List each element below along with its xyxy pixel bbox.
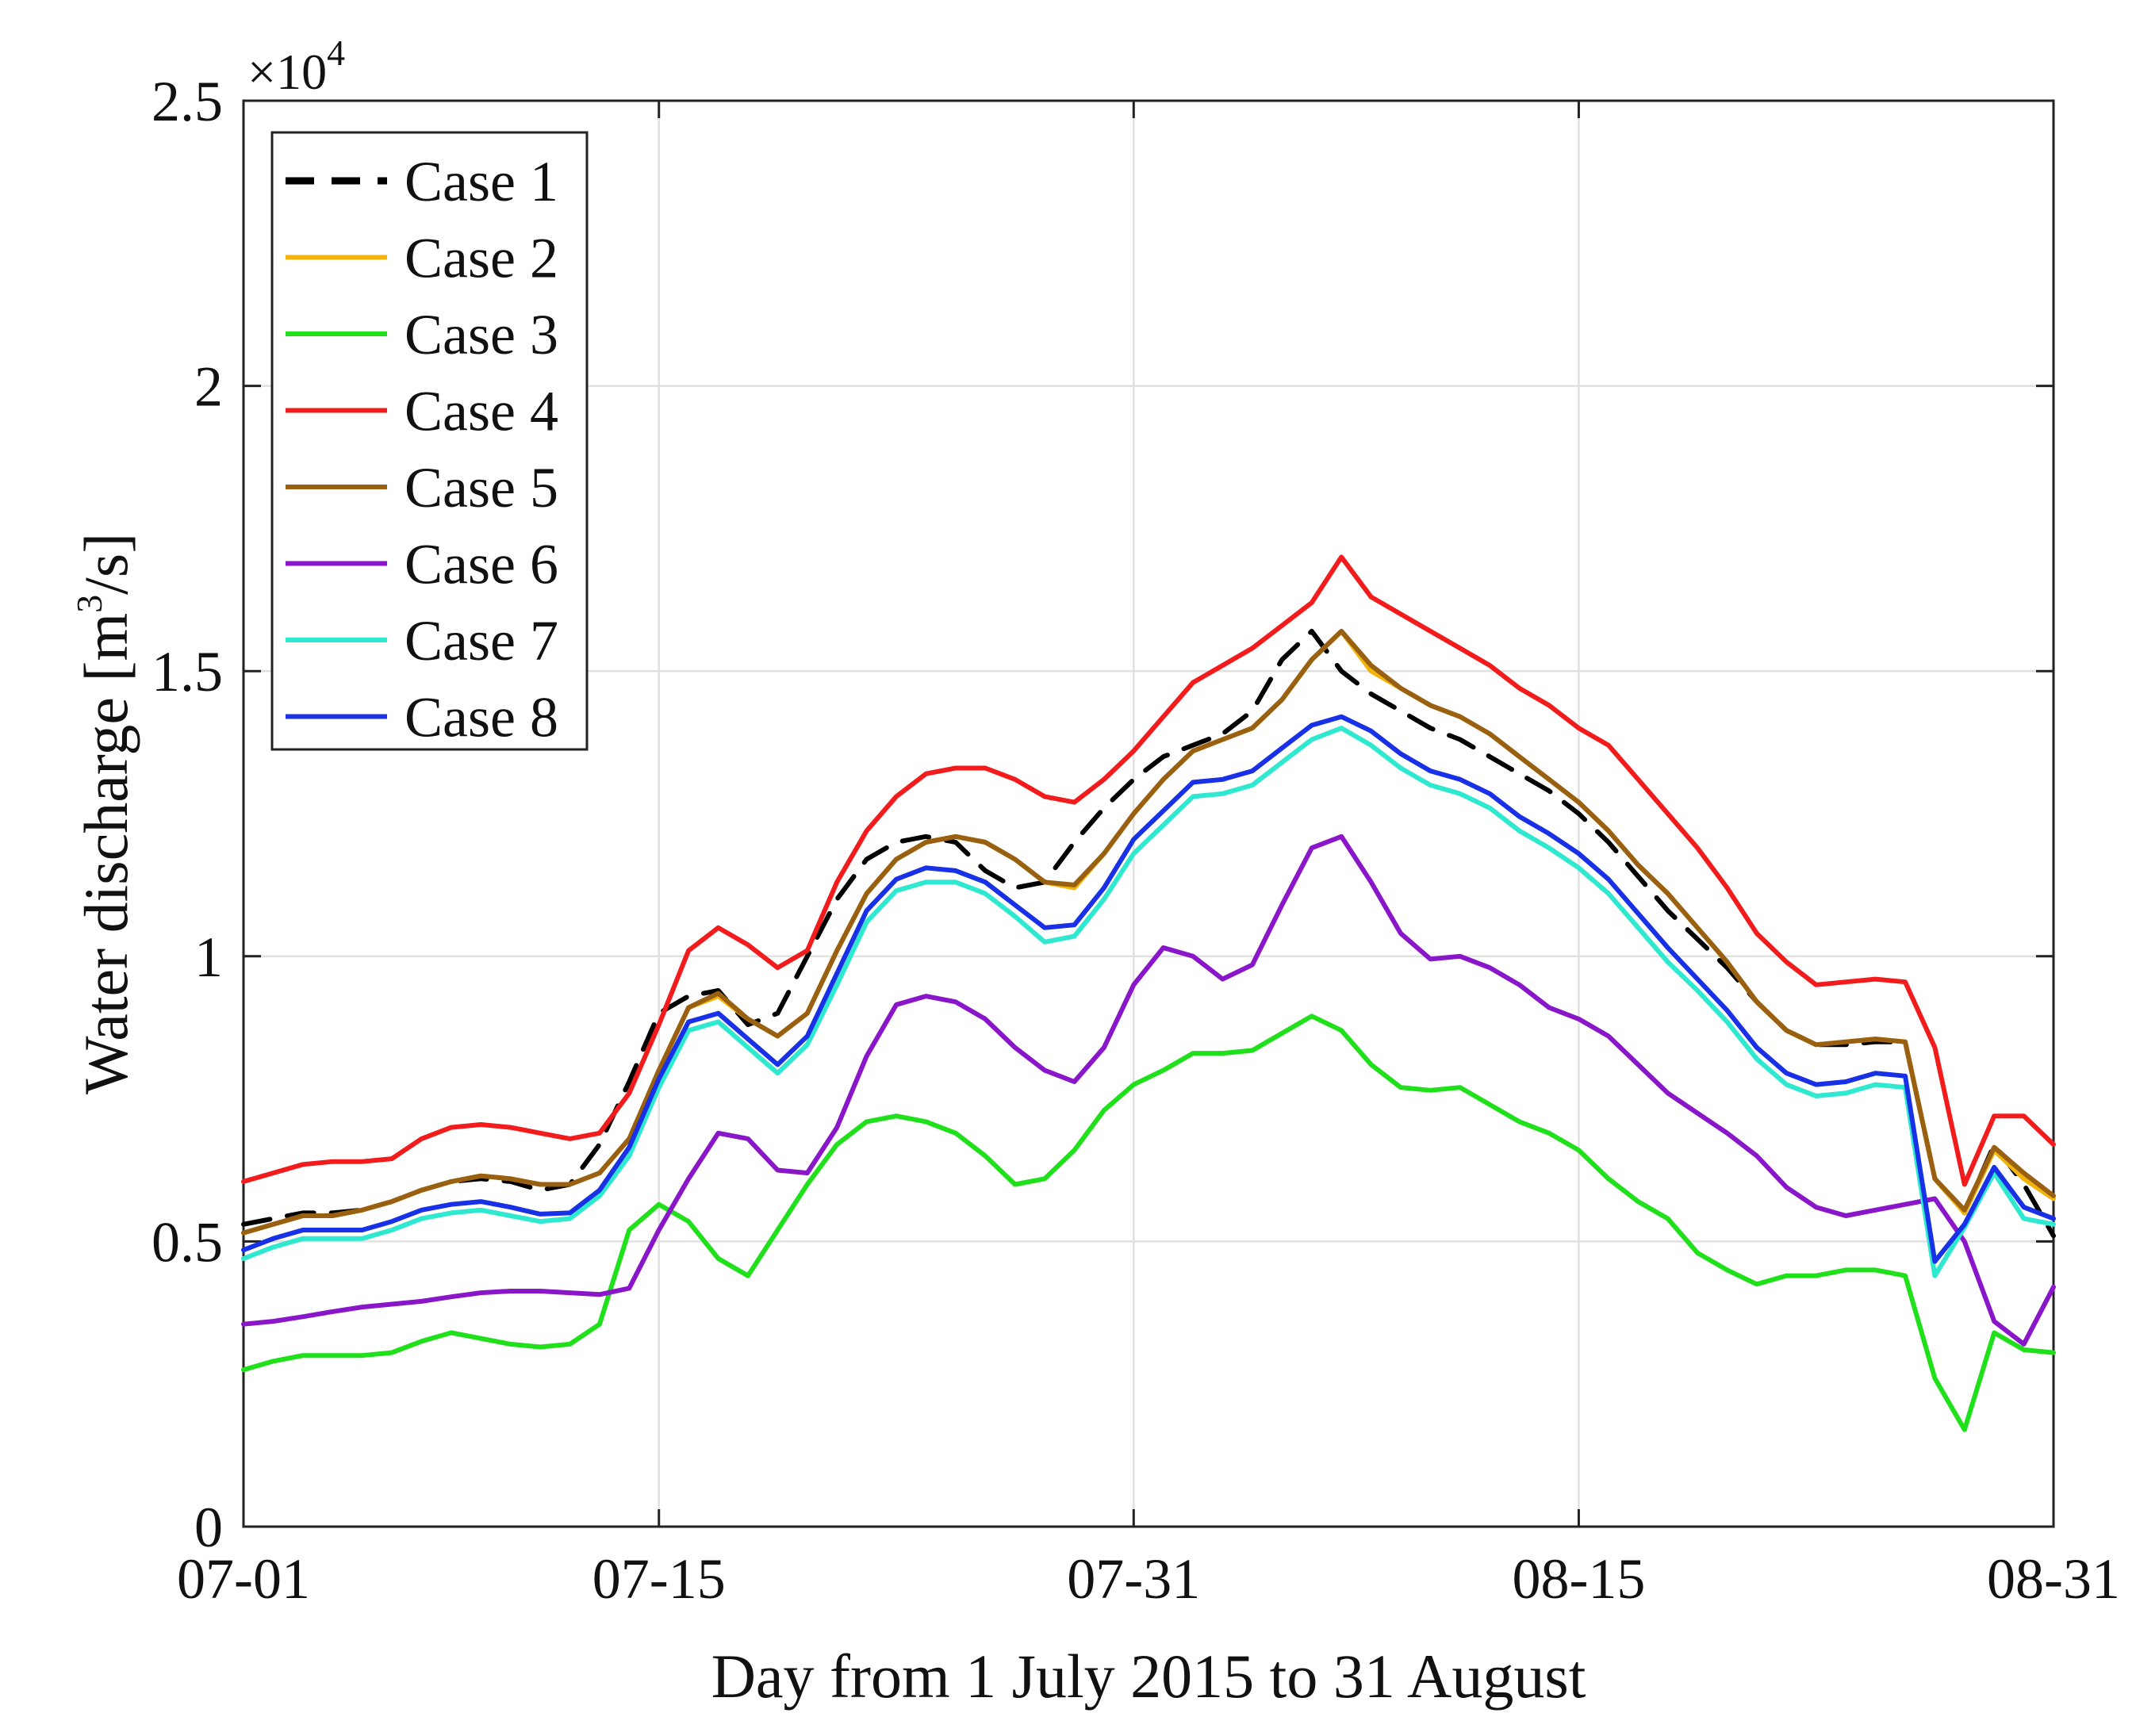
series-line-case-5 [241,628,2056,1236]
y-tick-label-5: 2.5 [151,70,223,133]
legend: Case 1 Case 2 Case 3 Case 4 Case 5 Case 6 Case… [270,131,589,751]
x-tick-label-2: 07-31 [1067,1547,1200,1611]
y-tick-label-1: 0.5 [151,1210,223,1274]
series-lines [241,554,2056,1432]
series-line-case-7 [241,726,2056,1278]
x-tick-label-4: 08-31 [1987,1547,2120,1611]
series-line-case-4 [241,554,2056,1187]
y-tick-label-0: 0 [194,1496,223,1559]
legend-label-case-4: Case 4 [405,380,558,443]
y-tick-labels: 0 0.5 1 1.5 2 2.5 [151,70,223,1559]
tick-marks [242,99,2055,1528]
legend-label-case-8: Case 8 [405,686,558,749]
x-axis-title: Day from 1 July 2015 to 31 August [711,1642,1586,1711]
x-tick-labels: 07-01 07-15 07-31 08-15 08-31 [177,1547,2120,1611]
legend-label-case-7: Case 7 [405,609,558,673]
legend-label-case-2: Case 2 [405,227,558,290]
x-tick-label-3: 08-15 [1512,1547,1645,1611]
plot-area-frame [242,99,2055,1528]
series-line-case-3 [241,1014,2056,1432]
x-tick-label-1: 07-15 [592,1547,726,1611]
y-tick-label-4: 2 [194,355,223,419]
y-multiplier: ×104 [247,33,345,100]
x-tick-label-0: 07-01 [177,1547,310,1611]
y-tick-label-3: 1.5 [151,640,223,703]
series-line-case-8 [241,714,2056,1264]
y-axis-title: Water discharge [m3/s] [69,533,140,1094]
legend-label-case-5: Case 5 [405,456,558,519]
series-line-case-6 [241,834,2056,1347]
legend-label-case-3: Case 3 [405,303,558,366]
legend-label-case-1: Case 1 [405,150,558,213]
legend-label-case-6: Case 6 [405,533,558,596]
y-tick-label-2: 1 [194,925,223,989]
legend-box [270,131,589,751]
